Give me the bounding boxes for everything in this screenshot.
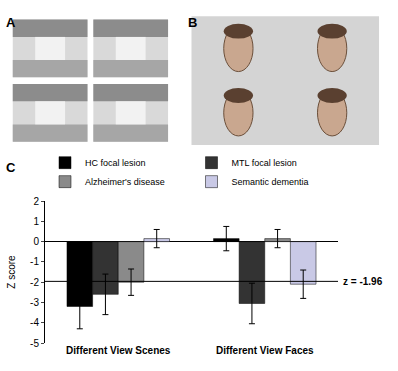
svg-text:-2: -2 [30, 277, 39, 288]
svg-text:1: 1 [33, 216, 39, 227]
svg-text:z = -1.96: z = -1.96 [343, 276, 383, 287]
svg-text:HC focal lesion: HC focal lesion [85, 158, 146, 168]
svg-text:0: 0 [33, 236, 39, 247]
svg-text:-1: -1 [30, 256, 39, 267]
svg-text:Semantic dementia: Semantic dementia [232, 177, 309, 187]
svg-text:A: A [6, 15, 16, 30]
svg-text:Different View Faces: Different View Faces [216, 345, 314, 356]
svg-text:-4: -4 [30, 317, 39, 328]
svg-text:Different View Scenes: Different View Scenes [66, 345, 171, 356]
svg-text:Z score: Z score [6, 255, 17, 289]
svg-text:MTL focal lesion: MTL focal lesion [232, 158, 297, 168]
svg-text:B: B [188, 15, 197, 30]
svg-text:-3: -3 [30, 297, 39, 308]
svg-text:-5: -5 [30, 338, 39, 349]
svg-text:C: C [6, 160, 16, 175]
svg-text:2: 2 [33, 196, 39, 207]
svg-text:Alzheimer's disease: Alzheimer's disease [85, 177, 165, 187]
